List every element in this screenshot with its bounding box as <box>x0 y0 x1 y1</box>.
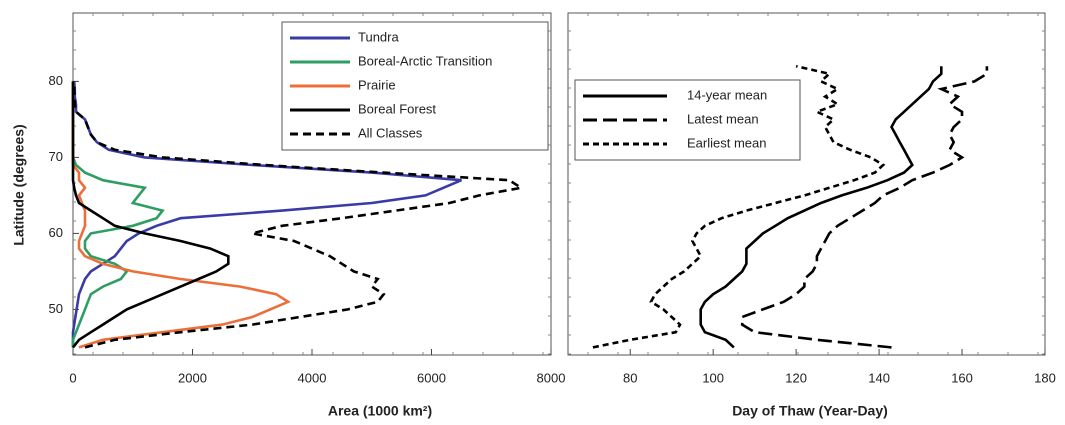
x-tick-label: 100 <box>702 370 724 385</box>
x-tick-label: 8000 <box>537 370 566 385</box>
x-tick-label: 80 <box>623 370 637 385</box>
series-line <box>592 64 886 349</box>
y-tick-label: 50 <box>49 301 63 316</box>
x-tick-label: 180 <box>1034 370 1056 385</box>
legend-label: Boreal Forest <box>358 101 436 116</box>
x-tick-label: 140 <box>868 370 890 385</box>
x-axis-label: Day of Thaw (Year-Day) <box>732 403 888 419</box>
x-tick-label: 120 <box>785 370 807 385</box>
x-tick-label: 160 <box>951 370 973 385</box>
x-tick-label: 4000 <box>298 370 327 385</box>
y-tick-label: 80 <box>49 73 63 88</box>
legend-label: Boreal-Arctic Transition <box>358 53 492 68</box>
y-tick-label: 60 <box>49 225 63 240</box>
x-tick-label: 0 <box>69 370 76 385</box>
series-line <box>72 81 525 349</box>
series-line <box>699 66 943 349</box>
legend-label: Prairie <box>358 77 396 92</box>
legend-label: Tundra <box>358 29 399 44</box>
series-line <box>740 66 989 349</box>
legend-label: 14-year mean <box>687 87 767 102</box>
plot-frame <box>567 12 1046 356</box>
x-tick-label: 2000 <box>178 370 207 385</box>
series-line <box>71 81 230 349</box>
legend-label: All Classes <box>358 125 423 140</box>
y-axis-label: Latitude (degrees) <box>11 124 27 245</box>
x-axis-label: Area (1000 km²) <box>328 403 432 419</box>
series-line <box>71 81 291 349</box>
legend-label: Earliest mean <box>687 135 766 150</box>
y-tick-label: 70 <box>49 149 63 164</box>
x-tick-label: 6000 <box>417 370 446 385</box>
legend-label: Latest mean <box>687 111 759 126</box>
